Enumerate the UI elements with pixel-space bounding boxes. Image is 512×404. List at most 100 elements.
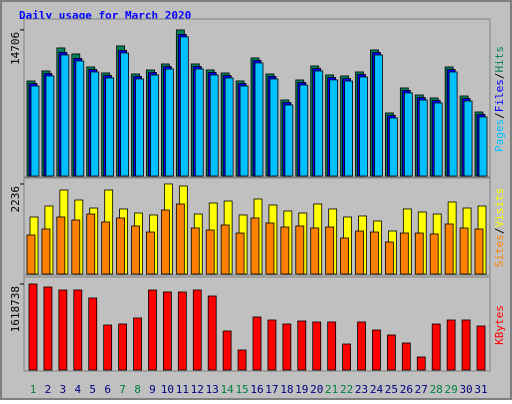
x-tick-label: 30 [459,383,472,396]
legend-separator: / [493,73,506,80]
x-tick-label: 8 [134,383,141,396]
bar [209,74,219,177]
bar [30,85,40,177]
bar [401,342,411,371]
bar [86,213,96,275]
bar [340,237,350,275]
bar [148,289,157,371]
x-tick-label: 2 [45,383,52,396]
bar [357,321,366,371]
bar [474,228,484,275]
bar [254,62,264,177]
legend-entry: Visits [493,188,506,228]
bar [73,289,83,371]
bar [252,316,262,371]
bar [103,324,113,371]
bar [224,77,234,177]
bar [250,217,260,275]
y-tick-label: 1618738 [9,286,22,332]
bar [190,227,200,275]
x-tick-label: 21 [325,383,338,396]
bar [177,291,187,371]
bar [175,203,185,275]
bar [160,209,170,275]
x-tick-label: 5 [89,383,96,396]
legend: Sites/Visits [493,188,506,268]
legend-entry: Files [493,79,506,112]
bar [416,356,426,371]
bar [135,78,144,177]
bar [194,68,204,177]
x-tick-label: 6 [104,383,111,396]
bar [235,232,245,275]
bar [58,289,68,371]
bar [105,77,115,177]
x-tick-label: 16 [250,383,263,396]
bar [299,84,309,177]
bar [431,323,441,371]
legend-entry: Pages [493,119,506,152]
x-tick-label: 27 [415,383,428,396]
x-tick-label: 31 [474,383,487,396]
bar [131,225,140,275]
bar [162,291,172,371]
x-tick-label: 1 [30,383,37,396]
bar [267,319,277,371]
x-tick-label: 4 [74,383,81,396]
x-tick-label: 26 [400,383,413,396]
bar [433,102,443,177]
x-tick-label: 29 [445,383,458,396]
legend: KBytes [493,305,506,345]
bar [359,76,368,177]
bar [463,100,473,177]
y-tick-label: 14706 [9,32,22,65]
bar [355,230,364,275]
x-tick-label: 13 [206,383,219,396]
bar [384,241,394,275]
bar [403,92,413,177]
legend-entry: KBytes [493,305,506,345]
bar [444,223,454,275]
x-tick-label: 7 [119,383,126,396]
bar [56,216,66,275]
bar [429,233,439,275]
bar [60,54,70,177]
bar [418,99,428,177]
bar [310,227,320,275]
bar [448,71,458,177]
legend-entry: Hits [493,46,506,73]
bar [237,349,247,371]
bar [370,231,379,275]
bar [88,297,98,371]
bar [312,321,322,371]
bar [327,321,337,371]
bar [329,79,339,177]
legend-separator: / [493,228,506,235]
bar [45,75,55,177]
bar [150,74,159,177]
x-tick-label: 23 [355,383,368,396]
bar [118,323,127,371]
y-tick-label: 2236 [9,186,22,213]
bar [388,117,398,177]
bar [399,232,409,275]
bar [344,80,354,177]
bar [314,70,324,177]
x-tick-label: 22 [340,383,353,396]
bar [297,320,307,371]
bar [133,317,142,371]
x-tick-label: 12 [191,383,204,396]
bar [476,325,486,371]
bar [120,52,129,177]
bar [179,36,189,177]
bar [478,116,488,177]
bar [269,78,279,177]
bar [239,85,249,177]
bar [207,295,217,371]
bar [164,68,174,177]
bar [414,232,424,275]
bar [146,231,155,275]
bar [295,225,305,275]
x-tick-label: 9 [149,383,156,396]
bar [446,319,456,371]
